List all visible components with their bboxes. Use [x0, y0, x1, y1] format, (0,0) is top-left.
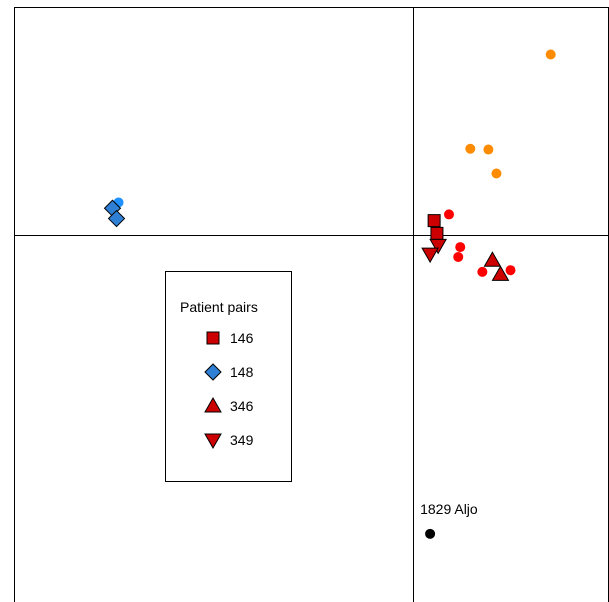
point-146-square	[430, 226, 444, 240]
point-circle	[483, 144, 494, 155]
legend-label-349: 349	[230, 432, 254, 448]
annotations: 1829 Aljo	[420, 501, 478, 517]
legend-entries: 146 148 346 349	[204, 330, 254, 450]
point-circle	[477, 266, 488, 277]
point-148-diamond	[107, 209, 126, 228]
plot-frame	[14, 7, 609, 602]
point-circle	[443, 209, 454, 220]
legend-marker-349	[204, 433, 222, 450]
legend-marker-346	[204, 396, 222, 413]
legend-box	[165, 271, 292, 482]
legend-marker-148	[204, 363, 222, 381]
annotation-label: 1829 Aljo	[420, 501, 478, 517]
point-349-triangle-down	[421, 247, 439, 264]
point-circle	[425, 528, 436, 539]
legend: Patient pairs 146 148 346 349	[165, 271, 292, 482]
legend-label-146: 146	[230, 330, 254, 346]
point-349-triangle-down	[429, 238, 448, 255]
legend-title: Patient pairs	[180, 299, 258, 315]
point-circle	[491, 168, 502, 179]
point-346-triangle-up	[483, 251, 502, 267]
data-points	[103, 49, 556, 539]
point-circle	[545, 49, 556, 60]
legend-label-346: 346	[230, 398, 254, 414]
point-circle	[453, 251, 464, 262]
legend-marker-146	[206, 331, 220, 345]
legend-label-148: 148	[230, 364, 254, 380]
point-circle	[455, 242, 466, 253]
point-146-square	[427, 214, 441, 228]
point-346-triangle-up	[491, 265, 510, 281]
point-circle	[465, 143, 476, 154]
point-circle	[505, 265, 516, 276]
